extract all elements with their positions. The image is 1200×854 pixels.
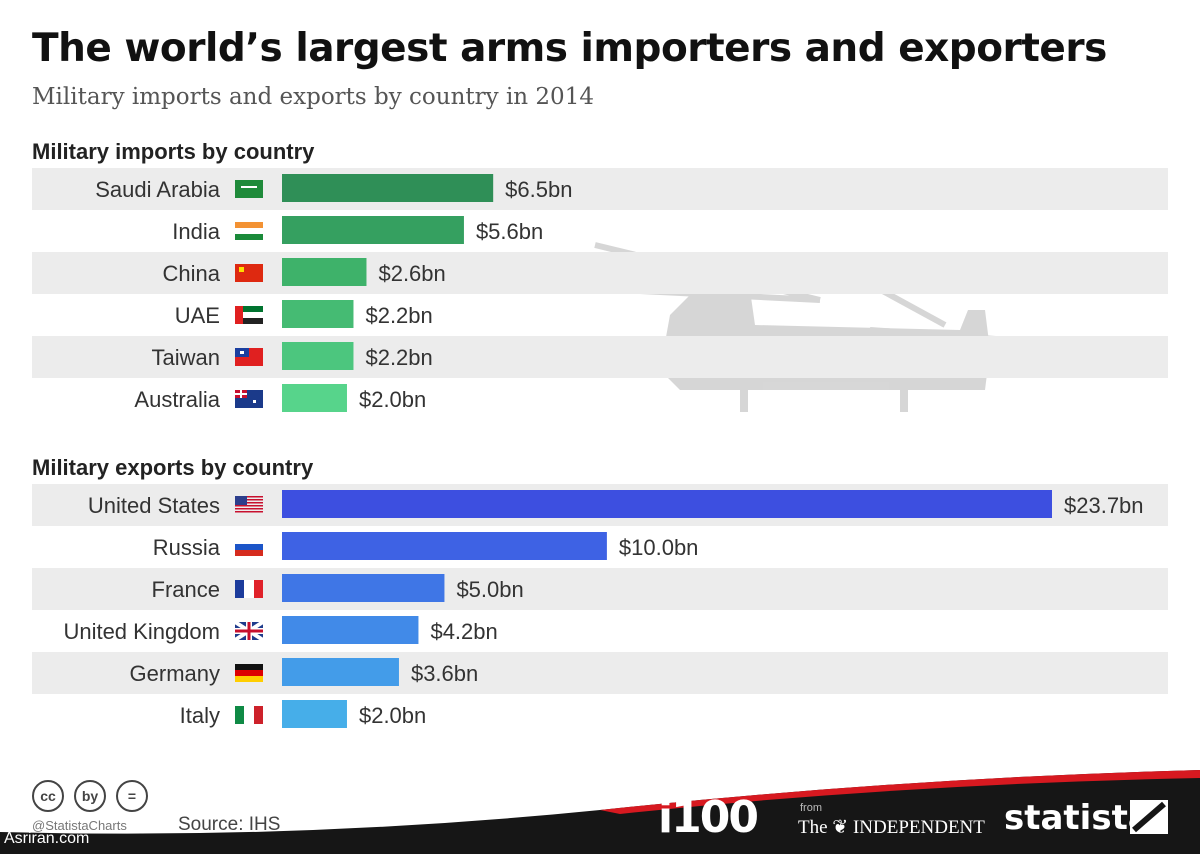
imports-heading: Military imports by country <box>32 139 315 164</box>
value-label: $6.5bn <box>505 177 572 202</box>
page-title: The world’s largest arms importers and e… <box>32 26 1107 71</box>
category-label: United Kingdom <box>63 619 220 644</box>
footer-band <box>0 770 1200 854</box>
chart-row: Australia $2.0bn <box>134 384 426 412</box>
statista-mark-icon <box>1130 800 1168 834</box>
value-label: $10.0bn <box>619 535 699 560</box>
flag-icon <box>235 306 263 324</box>
statista-logo: statista <box>1004 798 1151 838</box>
category-label: China <box>163 261 221 286</box>
flag-icon <box>235 580 263 598</box>
bar <box>282 490 1052 518</box>
i100-logo: i100 <box>658 792 759 843</box>
chart-row: China $2.6bn <box>32 252 1168 294</box>
category-label: Italy <box>180 703 220 728</box>
chart-row: Russia $10.0bn <box>153 532 699 560</box>
chart-row: United States $23.7bn <box>32 484 1168 526</box>
flag-icon <box>233 620 265 642</box>
bar <box>282 658 399 686</box>
chart-row: Germany $3.6bn <box>32 652 1168 694</box>
independent-logo: The ❦ INDEPENDENT <box>798 817 985 838</box>
category-label: Russia <box>153 535 221 560</box>
row-stripe <box>32 568 1168 610</box>
attribution-icon: by <box>74 780 106 812</box>
license-icons: cc by = <box>32 780 148 812</box>
value-label: $23.7bn <box>1064 493 1144 518</box>
flag-icon <box>235 496 263 513</box>
bar <box>282 300 354 328</box>
page-subtitle: Military imports and exports by country … <box>32 84 594 110</box>
chart-row: United Kingdom $4.2bn <box>63 616 498 644</box>
chart-row: Saudi Arabia $6.5bn <box>32 168 1168 210</box>
row-stripe <box>32 336 1168 378</box>
row-stripe <box>32 652 1168 694</box>
category-label: Taiwan <box>152 345 220 370</box>
source-note: Source: IHS <box>178 814 281 835</box>
flag-icon <box>235 222 263 240</box>
flag-icon <box>235 706 263 724</box>
bar <box>282 174 494 202</box>
exports-heading: Military exports by country <box>32 455 314 480</box>
bar <box>282 258 367 286</box>
value-label: $2.0bn <box>359 387 426 412</box>
bar <box>282 700 347 728</box>
row-stripe <box>32 168 1168 210</box>
from-label: from <box>800 802 822 814</box>
chart-row: UAE $2.2bn <box>175 300 433 328</box>
statista-handle: @StatistaCharts <box>32 818 127 833</box>
cc-icon: cc <box>32 780 64 812</box>
bar <box>282 216 464 244</box>
bar <box>282 384 347 412</box>
category-label: France <box>152 577 220 602</box>
flag-icon <box>235 664 263 682</box>
chart-row: Taiwan $2.2bn <box>32 336 1168 378</box>
flag-icon <box>235 538 263 556</box>
category-label: Australia <box>134 387 220 412</box>
value-label: $3.6bn <box>411 661 478 686</box>
category-label: Saudi Arabia <box>95 177 221 202</box>
value-label: $2.2bn <box>365 303 432 328</box>
bar-chart: Saudi Arabia $6.5bn India $5.6bn China $2.6bn… <box>32 168 1168 728</box>
value-label: $2.6bn <box>378 261 445 286</box>
row-stripe <box>32 252 1168 294</box>
flag-icon <box>235 264 263 282</box>
bar <box>282 574 445 602</box>
value-label: $5.0bn <box>456 577 523 602</box>
chart-row: Italy $2.0bn <box>180 700 426 728</box>
bar <box>282 532 607 560</box>
flag-icon <box>235 348 263 366</box>
chart-row: India $5.6bn <box>172 216 543 244</box>
bar <box>282 616 419 644</box>
category-label: UAE <box>175 303 220 328</box>
bar <box>282 342 354 370</box>
value-label: $5.6bn <box>476 219 543 244</box>
chart-row: France $5.0bn <box>32 568 1168 610</box>
category-label: Germany <box>130 661 220 686</box>
category-label: United States <box>88 493 220 518</box>
no-derivatives-icon: = <box>116 780 148 812</box>
watermark: Asriran.com <box>4 830 90 847</box>
value-label: $4.2bn <box>430 619 497 644</box>
flag-icon <box>235 390 263 408</box>
flag-icon <box>235 180 263 198</box>
value-label: $2.0bn <box>359 703 426 728</box>
category-label: India <box>172 219 220 244</box>
value-label: $2.2bn <box>365 345 432 370</box>
